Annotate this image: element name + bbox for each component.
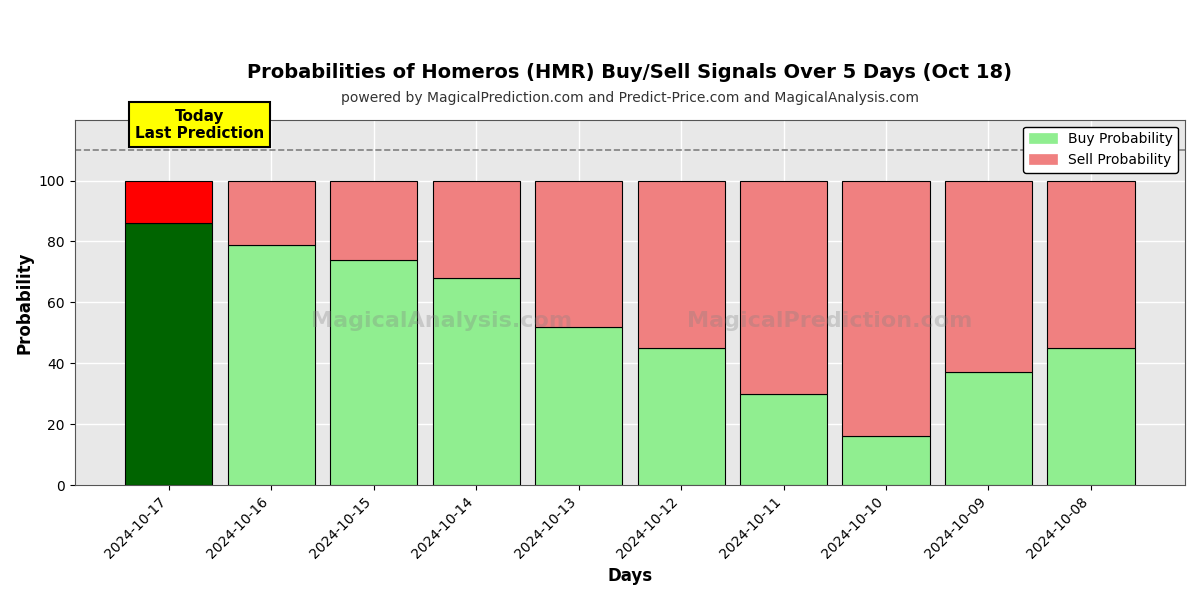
Bar xyxy=(228,245,314,485)
Bar xyxy=(228,181,314,245)
Bar xyxy=(535,181,622,327)
X-axis label: Days: Days xyxy=(607,567,653,585)
Bar xyxy=(1048,348,1134,485)
Bar xyxy=(330,181,418,260)
Bar xyxy=(330,260,418,485)
Title: Probabilities of Homeros (HMR) Buy/Sell Signals Over 5 Days (Oct 18): Probabilities of Homeros (HMR) Buy/Sell … xyxy=(247,63,1013,82)
Text: powered by MagicalPrediction.com and Predict-Price.com and MagicalAnalysis.com: powered by MagicalPrediction.com and Pre… xyxy=(341,91,919,105)
Bar xyxy=(432,181,520,278)
Bar xyxy=(125,181,212,223)
Bar xyxy=(740,181,827,394)
Y-axis label: Probability: Probability xyxy=(16,251,34,353)
Bar xyxy=(1048,181,1134,348)
Bar xyxy=(125,223,212,485)
Bar xyxy=(637,181,725,348)
Bar xyxy=(944,373,1032,485)
Bar xyxy=(740,394,827,485)
Legend: Buy Probability, Sell Probability: Buy Probability, Sell Probability xyxy=(1024,127,1178,173)
Bar xyxy=(637,348,725,485)
Text: Today
Last Prediction: Today Last Prediction xyxy=(134,109,264,141)
Text: MagicalAnalysis.com: MagicalAnalysis.com xyxy=(311,311,571,331)
Bar xyxy=(535,327,622,485)
Text: MagicalPrediction.com: MagicalPrediction.com xyxy=(688,311,972,331)
Bar xyxy=(944,181,1032,373)
Bar xyxy=(842,436,930,485)
Bar xyxy=(432,278,520,485)
Bar xyxy=(842,181,930,436)
